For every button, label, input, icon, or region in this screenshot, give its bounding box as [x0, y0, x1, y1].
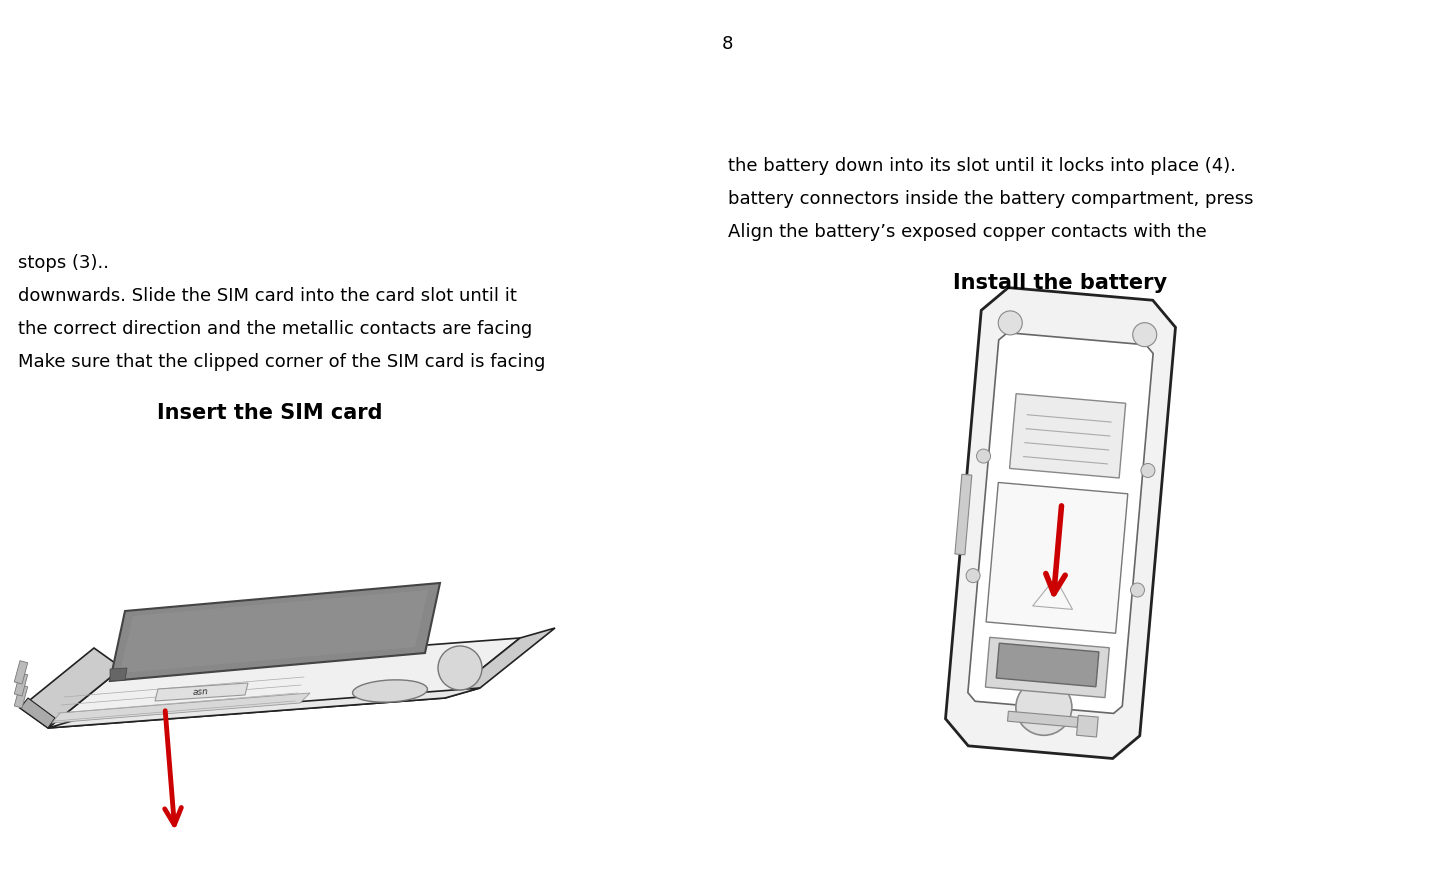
Circle shape [438, 646, 481, 690]
Polygon shape [111, 583, 441, 681]
Polygon shape [20, 648, 122, 728]
Circle shape [1130, 583, 1144, 597]
Polygon shape [1009, 394, 1125, 478]
Circle shape [977, 449, 990, 463]
Text: the correct direction and the metallic contacts are facing: the correct direction and the metallic c… [17, 320, 532, 338]
Text: Make sure that the clipped corner of the SIM card is facing: Make sure that the clipped corner of the… [17, 353, 545, 371]
Polygon shape [48, 688, 480, 728]
Circle shape [999, 311, 1022, 335]
Polygon shape [986, 482, 1128, 633]
Text: downwards. Slide the SIM card into the card slot until it: downwards. Slide the SIM card into the c… [17, 287, 516, 305]
Polygon shape [1008, 711, 1077, 727]
Bar [15, 661, 28, 684]
Polygon shape [48, 638, 521, 728]
Polygon shape [945, 288, 1175, 758]
Text: battery connectors inside the battery compartment, press: battery connectors inside the battery co… [728, 190, 1253, 208]
Polygon shape [955, 474, 971, 555]
Polygon shape [968, 333, 1153, 714]
Circle shape [1016, 680, 1072, 735]
Polygon shape [986, 638, 1109, 697]
Bar [15, 672, 28, 696]
Text: stops (3)..: stops (3).. [17, 254, 109, 272]
Polygon shape [52, 693, 310, 723]
Text: Align the battery’s exposed copper contacts with the: Align the battery’s exposed copper conta… [728, 223, 1207, 241]
Polygon shape [1076, 715, 1098, 737]
Text: Install the battery: Install the battery [952, 273, 1168, 293]
Bar [15, 685, 28, 708]
Text: Insert the SIM card: Insert the SIM card [157, 403, 382, 423]
Circle shape [1133, 322, 1157, 346]
Ellipse shape [352, 680, 427, 702]
Polygon shape [111, 668, 126, 681]
Text: the battery down into its slot until it locks into place (4).: the battery down into its slot until it … [728, 157, 1236, 175]
Polygon shape [121, 590, 427, 673]
Circle shape [965, 569, 980, 582]
Circle shape [1141, 463, 1154, 478]
Polygon shape [445, 628, 555, 698]
Text: 8: 8 [721, 35, 733, 53]
Polygon shape [156, 683, 249, 701]
Polygon shape [996, 643, 1099, 687]
Polygon shape [20, 698, 55, 728]
Text: asn: asn [192, 687, 208, 697]
